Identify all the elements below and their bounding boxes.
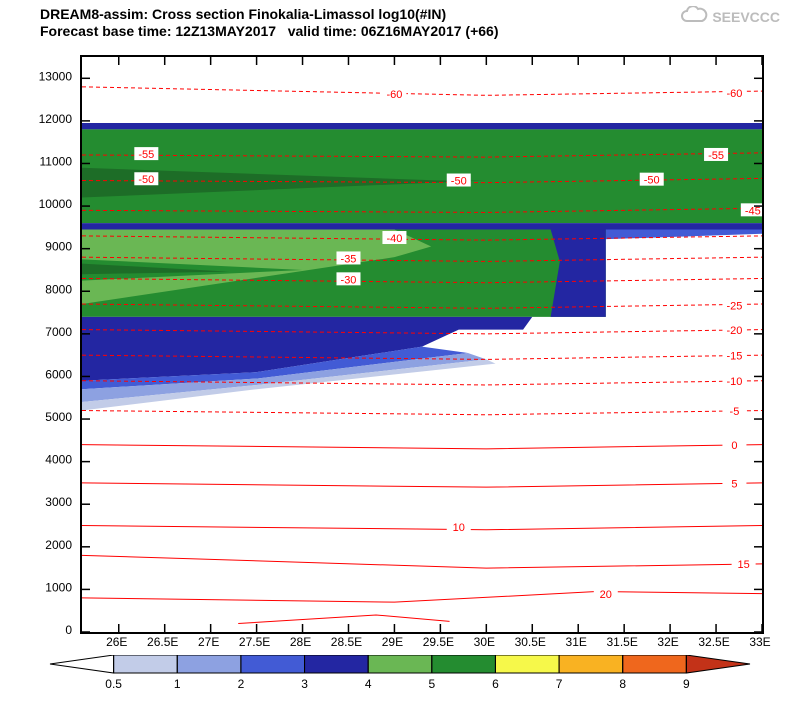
svg-text:-5: -5 (730, 406, 740, 418)
svg-text:7: 7 (556, 677, 563, 691)
svg-text:-25: -25 (726, 300, 742, 312)
svg-text:-60: -60 (726, 88, 742, 100)
logo: SEEVCCC (680, 6, 780, 27)
svg-text:-35: -35 (341, 253, 357, 265)
svg-text:5: 5 (731, 478, 737, 490)
svg-text:30E: 30E (474, 635, 495, 649)
svg-text:33E: 33E (749, 635, 770, 649)
svg-text:-50: -50 (451, 176, 467, 188)
svg-text:20: 20 (600, 589, 612, 601)
svg-text:-30: -30 (341, 274, 357, 286)
svg-text:28E: 28E (290, 635, 311, 649)
svg-text:27.5E: 27.5E (239, 635, 270, 649)
svg-text:2000: 2000 (45, 538, 72, 552)
svg-text:26.5E: 26.5E (147, 635, 178, 649)
title-line-2: Forecast base time: 12Z13MAY2017 valid t… (40, 23, 498, 39)
svg-text:29E: 29E (382, 635, 403, 649)
svg-text:4000: 4000 (45, 453, 72, 467)
svg-text:3: 3 (301, 677, 308, 691)
svg-text:9: 9 (683, 677, 690, 691)
svg-text:3000: 3000 (45, 495, 72, 509)
svg-text:-50: -50 (644, 175, 660, 187)
svg-text:26E: 26E (106, 635, 127, 649)
svg-text:31E: 31E (566, 635, 587, 649)
svg-text:-45: -45 (745, 205, 761, 217)
svg-text:30.5E: 30.5E (515, 635, 546, 649)
svg-text:-10: -10 (726, 376, 742, 388)
svg-text:6000: 6000 (45, 367, 72, 381)
svg-text:0: 0 (65, 623, 72, 637)
svg-text:-15: -15 (726, 351, 742, 363)
svg-text:28.5E: 28.5E (331, 635, 362, 649)
svg-text:11000: 11000 (40, 154, 73, 168)
svg-text:31.5E: 31.5E (606, 635, 637, 649)
svg-text:5000: 5000 (45, 410, 72, 424)
chart-container: DREAM8-assim: Cross section Finokalia-Li… (0, 0, 800, 704)
svg-text:13000: 13000 (39, 69, 73, 83)
cross-section-plot: -60-60-55-55-50-50-50-45-40-35-30-25-20-… (82, 57, 762, 632)
logo-text: SEEVCCC (712, 9, 780, 25)
svg-text:8000: 8000 (45, 282, 72, 296)
svg-text:12000: 12000 (39, 112, 73, 126)
svg-text:-20: -20 (726, 325, 742, 337)
cloud-icon (680, 6, 708, 27)
svg-text:1000: 1000 (45, 580, 72, 594)
svg-text:5: 5 (428, 677, 435, 691)
svg-text:9000: 9000 (45, 240, 72, 254)
svg-text:27E: 27E (198, 635, 219, 649)
svg-text:10: 10 (453, 522, 465, 534)
svg-text:6: 6 (492, 677, 499, 691)
svg-text:29.5E: 29.5E (423, 635, 454, 649)
svg-text:-55: -55 (138, 149, 154, 161)
svg-text:0: 0 (731, 440, 737, 452)
svg-text:10000: 10000 (39, 197, 73, 211)
svg-text:-40: -40 (386, 233, 402, 245)
svg-text:-60: -60 (386, 89, 402, 101)
colorbar-svg: 0.5 1 2 3 4 5 6 7 8 9 (40, 655, 760, 695)
svg-text:15: 15 (737, 559, 749, 571)
plot-area: -60-60-55-55-50-50-50-45-40-35-30-25-20-… (80, 55, 764, 634)
svg-text:0.5: 0.5 (105, 677, 122, 691)
chart-title: DREAM8-assim: Cross section Finokalia-Li… (40, 6, 498, 40)
svg-text:8: 8 (619, 677, 626, 691)
svg-text:32E: 32E (657, 635, 678, 649)
svg-text:4: 4 (365, 677, 372, 691)
svg-text:1: 1 (174, 677, 181, 691)
title-line-1: DREAM8-assim: Cross section Finokalia-Li… (40, 6, 446, 22)
svg-text:2: 2 (238, 677, 245, 691)
svg-text:-50: -50 (138, 174, 154, 186)
svg-text:32.5E: 32.5E (698, 635, 729, 649)
colorbar: 0.5 1 2 3 4 5 6 7 8 9 (40, 655, 760, 695)
svg-text:-55: -55 (708, 150, 724, 162)
svg-text:7000: 7000 (45, 325, 72, 339)
